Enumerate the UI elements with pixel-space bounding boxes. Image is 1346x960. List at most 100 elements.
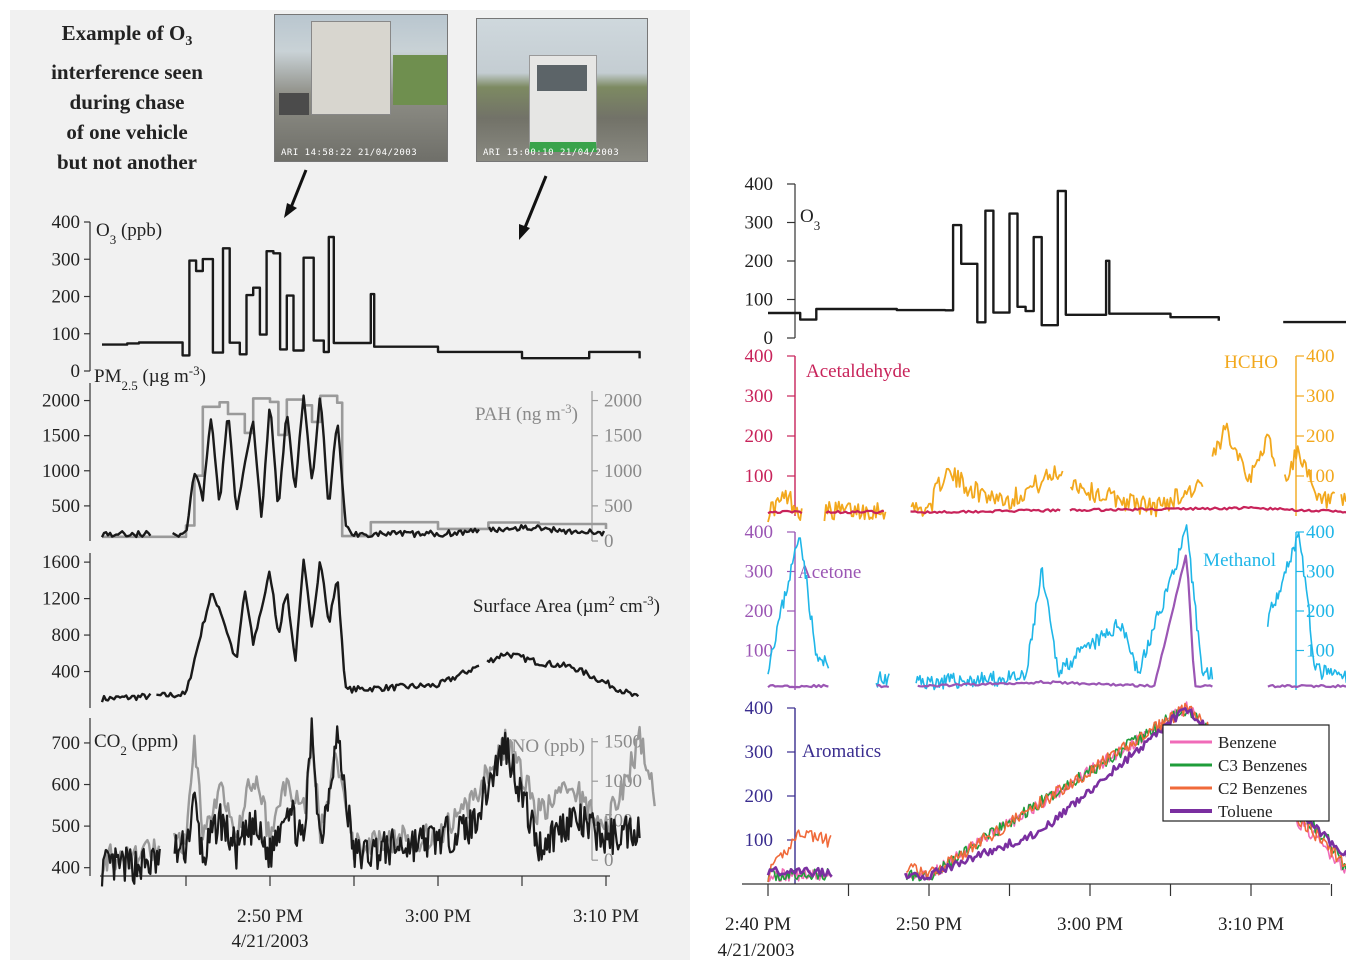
right-left-tick-label-2-3: 400 — [745, 522, 774, 543]
left-surface-label-part: -3 — [643, 593, 654, 608]
left-y-tick-label-2-3: 1600 — [42, 552, 80, 573]
right-acetaldehyde-label-part: Acetaldehyde — [806, 361, 910, 382]
right-x-tick-label-3: 3:10 PM — [1218, 914, 1284, 935]
right-hcho-label-part: HCHO — [1224, 352, 1278, 373]
headline-line-1: Example of O — [61, 21, 186, 45]
left-co2-trace-seg-0 — [100, 846, 161, 887]
right-left-tick-label-2-2: 300 — [745, 562, 774, 583]
left-surface-label-part: 2 — [608, 593, 615, 608]
roadside-car — [279, 93, 309, 115]
legend-label-1: C3 Benzenes — [1218, 756, 1307, 775]
left-y-tick-label-1-3: 2000 — [42, 391, 80, 412]
right-c2-trace-seg-0 — [767, 829, 832, 882]
left-pah-label-part: PAH (ng m — [475, 404, 561, 425]
headline-line-2: interference seen — [51, 60, 203, 85]
left-right-tick-label-1-4: 2000 — [604, 391, 642, 412]
right-aromatics-label-part: Aromatics — [802, 741, 881, 762]
right-left-tick-label-1-0: 100 — [745, 466, 774, 487]
left-right-tick-label-3-3: 1500 — [604, 732, 642, 753]
left-right-tick-label-1-0: 0 — [604, 531, 614, 552]
right-c2-trace-seg-1 — [905, 702, 1212, 879]
right-left-tick-label-3-0: 100 — [745, 830, 774, 851]
right-o3-tick-label-0: 0 — [764, 328, 774, 349]
left-co2-label-part: CO — [94, 731, 120, 752]
right-right-tick-label-2-2: 300 — [1306, 562, 1335, 583]
right-o3-label-part: 3 — [814, 218, 821, 233]
right-right-tick-label-1-0: 100 — [1306, 466, 1335, 487]
right-right-tick-label-2-0: 100 — [1306, 641, 1335, 662]
left-y-tick-label-0-1: 100 — [52, 324, 81, 345]
right-acetone-trace-seg-2 — [917, 554, 1213, 688]
right-o3-trace-seg-0 — [768, 189, 1221, 327]
right-x-tick-label-0: 2:40 PM — [725, 914, 791, 935]
right-acetaldehyde-label: Acetaldehyde — [806, 361, 910, 382]
right-o3-tick-label-3: 300 — [745, 213, 774, 234]
headline-line-5: but not another — [56, 150, 198, 175]
bus-photo: ARI 15:00:10 21/04/2003 — [476, 18, 648, 162]
right-x-tick-label-1: 2:50 PM — [896, 914, 962, 935]
legend-label-2: C2 Benzenes — [1218, 779, 1307, 798]
left-x-tick-sublabel-0: 4/21/2003 — [231, 931, 308, 952]
left-pah-label-part: -3 — [561, 401, 572, 416]
left-y-tick-label-0-0: 0 — [71, 361, 81, 382]
left-y-tick-label-0-2: 200 — [52, 287, 81, 308]
right-left-tick-label-1-2: 300 — [745, 386, 774, 407]
left-x-tick-label-0: 2:50 PM — [237, 906, 303, 927]
right-acetone-trace-seg-3 — [1267, 683, 1346, 689]
right-hcho-trace-seg-0 — [767, 489, 803, 523]
right-right-tick-label-1-2: 300 — [1306, 386, 1335, 407]
right-x-tick-sublabel-0: 4/21/2003 — [717, 940, 794, 960]
right-acetaldehyde-trace-seg-0 — [767, 509, 803, 515]
bus-photo-caption: ARI 15:00:10 21/04/2003 — [483, 148, 620, 158]
left-right-tick-label-1-1: 500 — [604, 496, 633, 517]
left-y-tick-label-1-0: 500 — [52, 496, 81, 517]
right-acetaldehyde-trace-seg-3 — [1069, 505, 1346, 514]
left-y-tick-label-1-1: 1000 — [42, 461, 80, 482]
right-o3-tick-label-4: 400 — [745, 174, 774, 195]
left-co2-label-part: (ppm) — [127, 731, 178, 752]
right-hcho-label: HCHO — [1224, 352, 1278, 373]
left-x-tick-label-2: 3:10 PM — [573, 906, 639, 927]
left-pm-label-part: 2.5 — [121, 378, 137, 393]
left-surface-trace-seg-1 — [156, 558, 480, 699]
right-methanol-trace-seg-0 — [767, 537, 830, 675]
left-pm-label-part: ) — [200, 366, 206, 387]
left-surface-label-part: cm — [615, 596, 643, 617]
right-methanol-label: Methanol — [1203, 550, 1276, 571]
right-o3-label-part: O — [800, 206, 814, 227]
left-surface-label-part: ) — [654, 596, 660, 617]
left-no-label: NO (ppb) — [512, 736, 585, 757]
left-surface-label-part: Surface Area (µm — [473, 596, 609, 617]
right-toluene-trace-seg-0 — [766, 866, 833, 878]
truck-photo-caption: ARI 14:58:22 21/04/2003 — [281, 148, 418, 158]
right-acetone-trace-seg-1 — [876, 683, 890, 689]
left-y-tick-label-1-2: 1500 — [42, 426, 80, 447]
right-hcho-trace-seg-3 — [1069, 479, 1204, 518]
left-pm-trace-seg-2 — [488, 524, 606, 537]
truck-photo: ARI 14:58:22 21/04/2003 — [274, 14, 448, 162]
right-left-tick-label-3-3: 400 — [745, 698, 774, 719]
truck-body — [311, 21, 391, 115]
left-o3-label-part: (ppb) — [116, 220, 162, 241]
right-hcho-trace-seg-2 — [910, 465, 1064, 517]
left-right-tick-label-1-3: 1500 — [604, 426, 642, 447]
left-pm-label: PM2.5 (µg m-3) — [94, 363, 206, 393]
left-pm-trace-seg-1 — [172, 394, 480, 539]
left-y-tick-label-2-1: 800 — [52, 625, 81, 646]
arrow-bus — [522, 175, 548, 231]
headline: Example of O3 interference seen during c… — [22, 18, 232, 177]
right-left-tick-label-1-3: 400 — [745, 346, 774, 367]
right-methanol-trace-seg-3 — [1266, 531, 1346, 684]
right-aromatics-label: Aromatics — [802, 741, 881, 762]
right-right-tick-label-2-3: 400 — [1306, 522, 1335, 543]
right-right-tick-label-2-1: 200 — [1306, 601, 1335, 622]
right-left-tick-label-3-1: 200 — [745, 786, 774, 807]
left-surface-trace-seg-2 — [486, 651, 640, 698]
legend-label-3: Toluene — [1218, 802, 1273, 821]
right-x-tick-label-2: 3:00 PM — [1057, 914, 1123, 935]
right-left-tick-label-2-0: 100 — [745, 641, 774, 662]
left-o3-label-part: 3 — [110, 232, 117, 247]
left-pm-label-part: -3 — [189, 363, 200, 378]
headline-line-4: of one vehicle — [66, 120, 188, 145]
